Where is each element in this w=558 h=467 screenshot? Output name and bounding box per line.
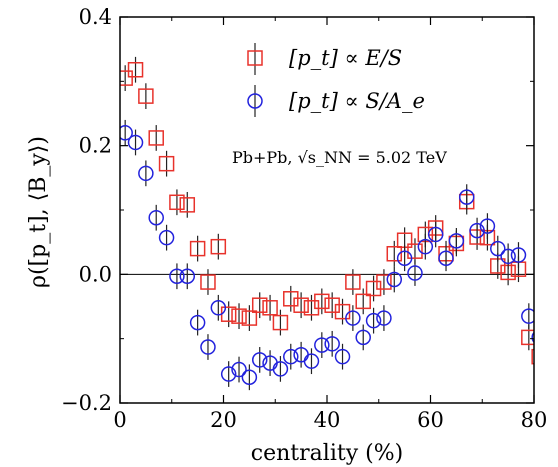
data-point-circle (220, 366, 237, 382)
data-point-circle (179, 268, 196, 285)
legend-entry-2: [p_t] ∝ S/A_e (247, 85, 425, 117)
x-tick-label: 20 (210, 408, 237, 432)
data-point-circle (148, 209, 164, 226)
data-point-square (200, 274, 216, 290)
data-point-square (241, 310, 258, 326)
series-2 (120, 119, 534, 391)
legend-marker-1 (247, 50, 263, 66)
legend-label-1: [p_t] ∝ E/S (289, 46, 402, 70)
data-point-circle (127, 134, 144, 151)
data-point-square (345, 274, 361, 290)
data-point-circle (407, 265, 423, 281)
data-point-circle (200, 339, 216, 355)
data-point-square (531, 348, 534, 365)
annotation: Pb+Pb, √s_NN = 5.02 TeV (232, 148, 447, 167)
data-point-circle (490, 240, 506, 257)
data-point-circle (438, 250, 454, 266)
y-tick-label: 0.4 (79, 5, 112, 29)
data-point-square (138, 88, 154, 104)
data-point-square (521, 329, 534, 346)
data-point-square (272, 314, 289, 331)
data-point-circle (417, 238, 434, 255)
x-tick-label: 0 (113, 408, 126, 432)
data-point-square (251, 297, 268, 313)
legend-label-2: [p_t] ∝ S/A_e (289, 89, 425, 113)
data-point-circle (189, 314, 206, 331)
data-point-circle (303, 353, 320, 369)
data-point-square (169, 194, 185, 211)
data-point-circle (272, 361, 289, 377)
data-point-square (148, 130, 164, 146)
data-point-circle (521, 308, 534, 324)
data-point-circle (314, 337, 330, 353)
data-point-circle (427, 226, 444, 243)
data-point-circle (210, 300, 227, 316)
data-point-square (407, 243, 423, 259)
data-point-circle (531, 331, 534, 344)
data-point-circle (345, 310, 361, 326)
data-point-circle (448, 233, 465, 249)
data-point-square (376, 274, 392, 290)
data-point-circle (169, 268, 185, 285)
data-point-square (179, 197, 196, 213)
data-point-square (231, 308, 247, 324)
plot-frame (119, 16, 535, 404)
data-point-circle (120, 125, 133, 141)
data-point-circle (334, 348, 351, 365)
data-point-circle (510, 247, 527, 263)
x-tick-label: 80 (521, 408, 548, 432)
data-point-square (355, 293, 371, 310)
data-point-square (127, 62, 144, 78)
data-point-circle (458, 189, 475, 205)
data-point-circle (469, 222, 485, 239)
x-axis-label: centrality (%) (251, 441, 403, 466)
data-point-square (210, 238, 227, 255)
data-point-square (293, 297, 309, 313)
x-tick-label: 60 (417, 408, 444, 432)
data-point-circle (500, 248, 516, 265)
data-point-circle (365, 312, 382, 329)
data-point-circle (479, 218, 496, 234)
legend: [p_t] ∝ E/S [p_t] ∝ S/A_e (247, 43, 425, 117)
data-point-circle (158, 229, 175, 246)
y-axis-label: ρ([p_t], ⟨B_y⟩) (26, 136, 51, 288)
data-point-square (262, 300, 278, 316)
data-point-circle (283, 348, 299, 365)
x-tick-label: 40 (314, 408, 341, 432)
legend-marker-2 (247, 93, 263, 109)
data-point-circle (241, 369, 258, 386)
data-point-circle (251, 352, 268, 368)
data-point-circle (355, 329, 371, 346)
data-point-circle (376, 310, 392, 326)
y-tick-label: 0.0 (79, 262, 112, 286)
data-point-circle (231, 361, 247, 378)
data-point-circle (386, 271, 403, 288)
data-point-square (386, 245, 403, 262)
y-tick-label: −0.2 (61, 391, 112, 415)
data-point-circle (138, 165, 154, 182)
y-tick-label: 0.2 (79, 134, 112, 158)
data-point-circle (324, 336, 340, 352)
data-point-square (314, 293, 330, 310)
data-point-square (189, 240, 206, 257)
data-point-circle (396, 250, 413, 266)
data-point-square (158, 155, 175, 172)
data-point-square (120, 70, 133, 86)
legend-entry-1: [p_t] ∝ E/S (247, 43, 402, 75)
